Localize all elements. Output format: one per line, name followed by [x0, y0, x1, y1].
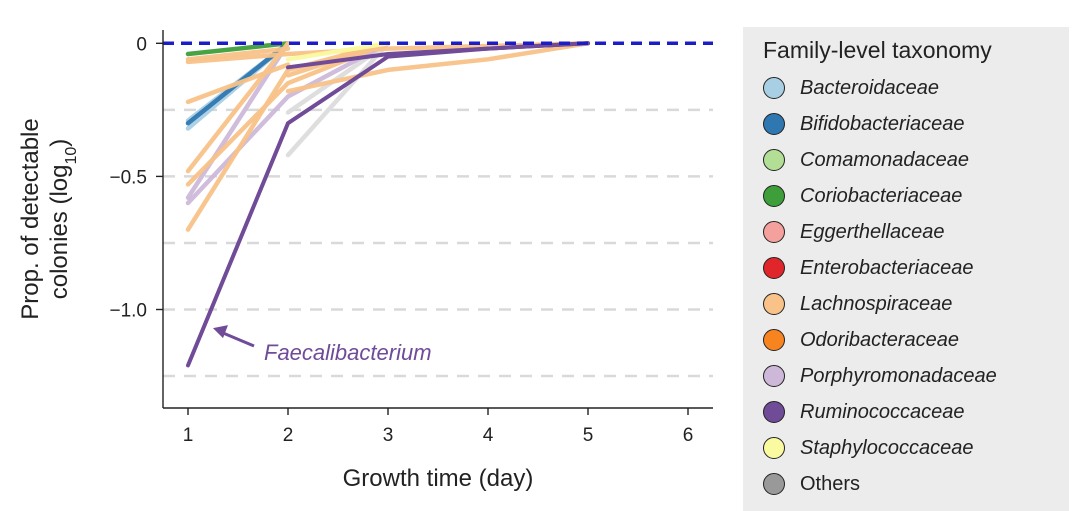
legend-item: Comamonadaceae	[763, 142, 1069, 178]
annotation-arrow-head	[213, 325, 228, 339]
y-tick-label: −0.5	[109, 167, 147, 188]
legend-item: Others	[763, 466, 1069, 502]
legend-item: Enterobacteriaceae	[763, 250, 1069, 286]
series-line-lachnospiraceae	[185, 46, 291, 62]
x-tick-label: 1	[183, 425, 194, 446]
legend-item: Bifidobacteriaceae	[763, 106, 1069, 142]
legend-item: Lachnospiraceae	[763, 286, 1069, 322]
legend-title: Family-level taxonomy	[763, 37, 992, 63]
legend-label: Bifidobacteriaceae	[800, 112, 965, 135]
line-chart: 1 2 3 4 5 6 0 −0.5 −1.0 Growth time (day) Prop.…	[17, 30, 713, 492]
legend-item: Porphyromonadaceae	[763, 358, 1069, 394]
series-line-staphylococcaceae	[285, 41, 391, 62]
faecalibacterium-annotation: Faecalibacterium	[213, 325, 432, 365]
legend: Family-level taxonomy Bacteroidaceae Bifi…	[743, 27, 1069, 511]
x-axis-title: Growth time (day)	[343, 465, 534, 492]
y-axis-title-subscript: 10	[63, 147, 80, 165]
legend-item: Odoribacteraceae	[763, 322, 1069, 358]
series-lines	[185, 41, 591, 368]
legend-swatch	[763, 437, 785, 459]
axes	[162, 30, 713, 409]
y-axis-ticks: 0 −0.5 −1.0	[109, 34, 163, 322]
legend-label: Porphyromonadaceae	[800, 364, 997, 387]
series-line-lachnospiraceae	[185, 62, 291, 105]
legend-label: Staphylococcaceae	[800, 436, 974, 459]
legend-label: Lachnospiraceae	[800, 292, 953, 315]
series-line-lachnospiraceae	[285, 41, 591, 94]
legend-item: Staphylococcaceae	[763, 430, 1069, 466]
legend-label: Eggerthellaceae	[800, 220, 945, 243]
annotation-label: Faecalibacterium	[264, 340, 432, 365]
y-axis-title-line1: Prop. of detectable	[17, 118, 44, 319]
series-line-porphyromonadaceae	[185, 41, 391, 206]
legend-items: Bacteroidaceae Bifidobacteriaceae Comamona…	[763, 70, 1069, 502]
legend-swatch	[763, 329, 785, 351]
x-tick-label: 3	[383, 425, 394, 446]
y-tick-label: 0	[136, 34, 147, 55]
legend-swatch	[763, 293, 785, 315]
legend-label: Comamonadaceae	[800, 148, 969, 171]
legend-label: Bacteroidaceae	[800, 76, 939, 99]
annotation-arrow-shaft	[220, 330, 255, 348]
legend-swatch	[763, 473, 785, 495]
legend-swatch	[763, 221, 785, 243]
legend-label: Others	[800, 472, 861, 495]
legend-swatch	[763, 365, 785, 387]
legend-label: Coriobacteriaceae	[800, 184, 963, 207]
legend-swatch	[763, 149, 785, 171]
series-line-porphyromonadaceae	[185, 41, 291, 200]
y-axis-title-tail: )	[46, 139, 73, 147]
legend-item: Ruminococcaceae	[763, 394, 1069, 430]
legend-item: Coriobacteriaceae	[763, 178, 1069, 214]
legend-swatch	[763, 113, 785, 135]
legend-label: Odoribacteraceae	[800, 328, 959, 351]
legend-item: Eggerthellaceae	[763, 214, 1069, 250]
series-line-ruminococcaceae	[186, 41, 590, 368]
gridlines	[163, 108, 713, 378]
x-tick-label: 6	[683, 425, 694, 446]
y-axis-title-line2: colonies (log	[46, 165, 73, 300]
legend-item: Bacteroidaceae	[763, 70, 1069, 106]
x-tick-label: 4	[483, 425, 494, 446]
legend-label: Ruminococcaceae	[800, 400, 965, 423]
y-tick-label: −1.0	[109, 301, 147, 322]
legend-swatch	[763, 401, 785, 423]
x-tick-label: 5	[583, 425, 594, 446]
x-tick-label: 2	[283, 425, 294, 446]
y-axis-title: Prop. of detectablecolonies (log10)	[17, 118, 80, 319]
legend-swatch	[763, 77, 785, 99]
series-line-others	[285, 41, 391, 158]
x-axis-ticks: 1 2 3 4 5 6	[183, 408, 694, 446]
series-line-coriobacteriaceae	[185, 41, 291, 57]
legend-label: Enterobacteriaceae	[800, 256, 974, 279]
series-line-lachnospiraceae	[185, 41, 291, 174]
legend-swatch	[763, 257, 785, 279]
legend-swatch	[763, 185, 785, 207]
series-line-lachnospiraceae	[185, 41, 391, 232]
